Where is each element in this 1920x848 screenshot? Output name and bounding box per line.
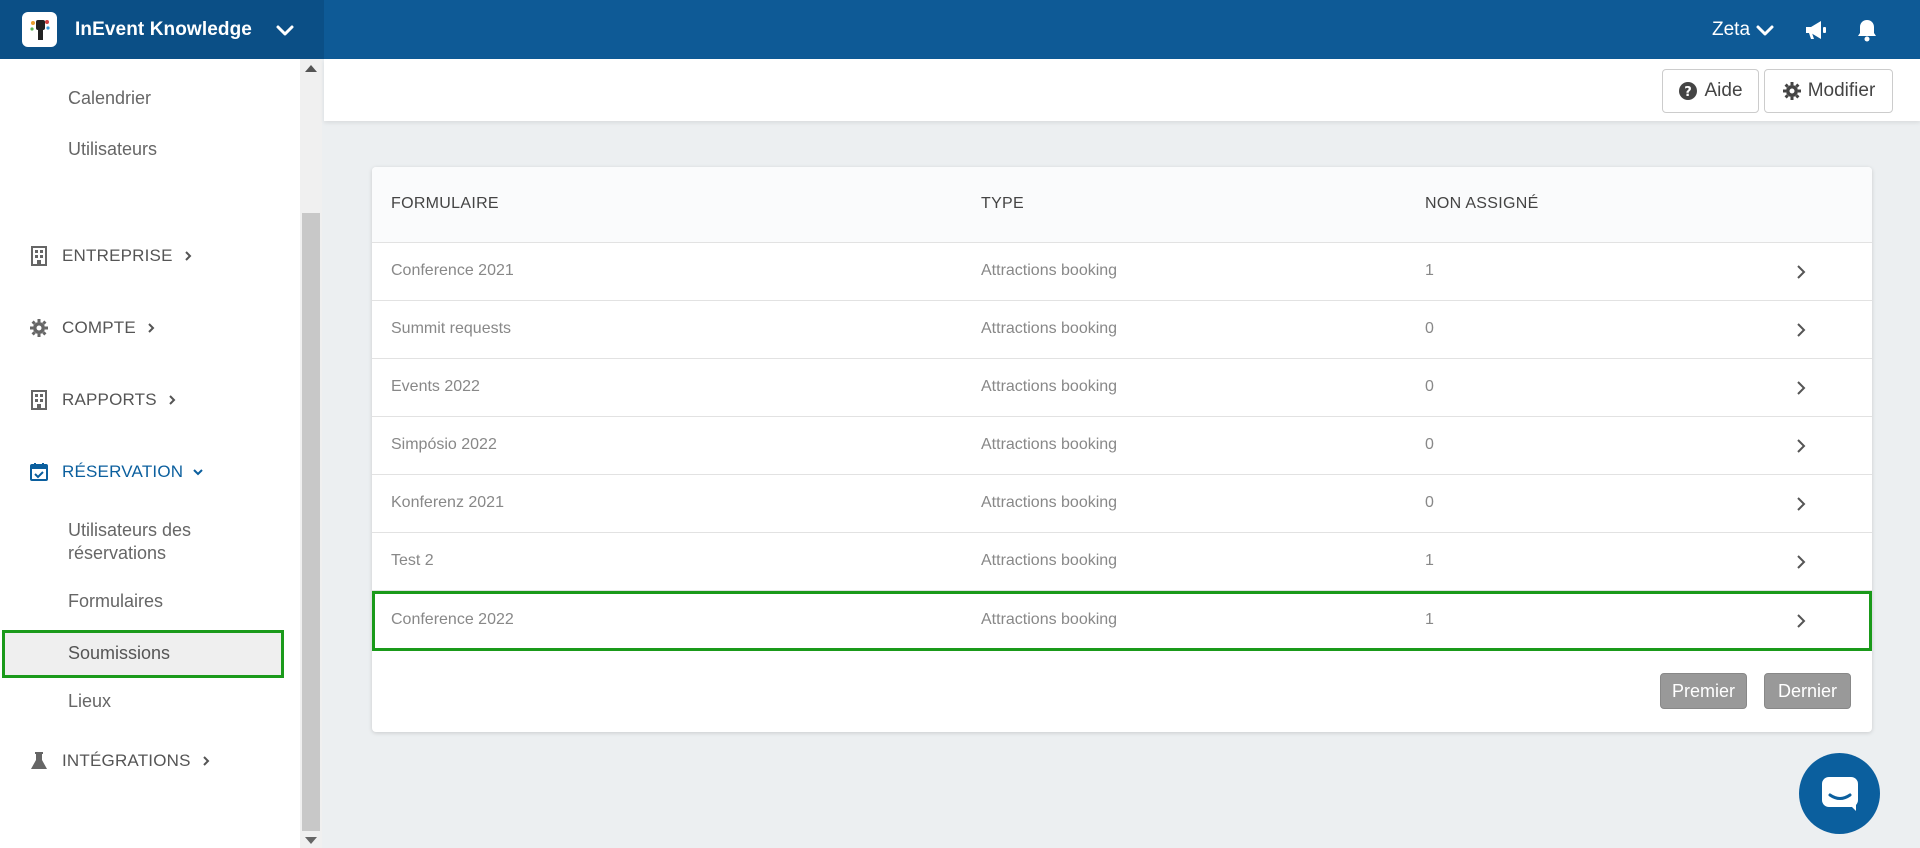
sidebar-section-label: COMPTE [62, 318, 136, 337]
cell-form: Summit requests [391, 320, 512, 337]
cell-unassigned: 0 [1425, 378, 1434, 395]
chevron-right-icon[interactable] [1792, 553, 1810, 571]
sidebar-item-soumissions[interactable]: Soumissions [2, 630, 284, 678]
table-row[interactable]: Test 2 Attractions booking 1 [372, 533, 1872, 591]
submissions-table-card: FORMULAIRE TYPE NON ASSIGNÉ Conference 2… [372, 167, 1872, 732]
cell-form: Events 2022 [391, 378, 480, 395]
chevron-right-icon [184, 251, 192, 261]
app-name: InEvent Knowledge [75, 18, 252, 40]
table-row[interactable]: Conference 2021 Attractions booking 1 [372, 243, 1872, 301]
sidebar-item-calendrier[interactable]: Calendrier [68, 88, 152, 108]
cell-unassigned: 1 [1425, 552, 1434, 569]
sidebar-section-reservation[interactable]: RÉSERVATION [28, 458, 204, 486]
sidebar-section-label: RAPPORTS [62, 390, 157, 409]
table-row[interactable]: Konferenz 2021 Attractions booking 0 [372, 475, 1872, 533]
bell-icon[interactable] [1854, 17, 1880, 43]
column-header-form[interactable]: FORMULAIRE [391, 195, 499, 212]
gear-icon [28, 317, 50, 339]
sidebar-item-utilisateurs[interactable]: Utilisateurs [68, 139, 158, 159]
table-row[interactable]: Events 2022 Attractions booking 0 [372, 359, 1872, 417]
building-icon [28, 389, 50, 411]
last-page-button[interactable]: Dernier [1764, 673, 1851, 709]
cell-type: Attractions booking [981, 378, 1118, 395]
sidebar: Calendrier Utilisateurs ENTREPRISE COMPT… [0, 59, 300, 848]
sidebar-section-label: ENTREPRISE [62, 246, 173, 265]
edit-button[interactable]: Modifier [1764, 69, 1893, 113]
cell-unassigned: 0 [1425, 494, 1434, 511]
table-header: FORMULAIRE TYPE NON ASSIGNÉ [372, 167, 1872, 243]
chevron-down-icon [193, 469, 203, 476]
first-page-button[interactable]: Premier [1660, 673, 1747, 709]
svg-text:?: ? [1685, 85, 1693, 100]
chevron-down-icon [1756, 25, 1774, 35]
cell-type: Attractions booking [981, 611, 1118, 628]
sidebar-section-integrations[interactable]: INTÉGRATIONS [28, 747, 212, 775]
cell-form: Simpósio 2022 [391, 436, 497, 453]
column-header-type[interactable]: TYPE [981, 195, 1024, 212]
cell-type: Attractions booking [981, 262, 1118, 279]
scrollbar-thumb[interactable] [302, 213, 320, 831]
gear-icon [1782, 82, 1801, 100]
sidebar-scrollbar[interactable] [300, 59, 322, 848]
sidebar-section-rapports[interactable]: RAPPORTS [28, 386, 178, 414]
question-circle-icon: ? [1679, 82, 1698, 100]
cell-form: Conference 2021 [391, 262, 514, 279]
cell-unassigned: 1 [1425, 611, 1434, 628]
column-header-unassigned[interactable]: NON ASSIGNÉ [1425, 195, 1539, 212]
sidebar-section-entreprise[interactable]: ENTREPRISE [28, 242, 194, 270]
user-menu[interactable]: Zeta [1712, 0, 1775, 59]
user-name: Zeta [1712, 18, 1751, 40]
cell-form: Conference 2022 [391, 611, 514, 628]
chevron-right-icon [202, 756, 210, 766]
megaphone-icon[interactable] [1803, 17, 1829, 43]
chevron-right-icon[interactable] [1792, 495, 1810, 513]
help-button[interactable]: ? Aide [1662, 69, 1759, 113]
chevron-right-icon[interactable] [1792, 612, 1810, 630]
cell-unassigned: 1 [1425, 262, 1434, 279]
table-row-selected[interactable]: Conference 2022 Attractions booking 1 [372, 591, 1872, 651]
sidebar-item-lieux[interactable]: Lieux [68, 691, 112, 711]
app-switcher[interactable]: InEvent Knowledge [0, 0, 324, 59]
sidebar-section-label: INTÉGRATIONS [62, 751, 191, 770]
app-switch-chevron-icon[interactable] [274, 19, 296, 41]
cell-type: Attractions booking [981, 552, 1118, 569]
sidebar-item-utilisateurs-reservations[interactable]: Utilisateurs des réservations [68, 520, 192, 563]
scroll-down-icon[interactable] [305, 837, 317, 844]
sidebar-item-formulaires[interactable]: Formulaires [68, 591, 164, 611]
chevron-right-icon[interactable] [1792, 437, 1810, 455]
calendar-check-icon [28, 461, 50, 483]
scroll-up-icon[interactable] [305, 65, 317, 72]
cell-unassigned: 0 [1425, 436, 1434, 453]
cell-type: Attractions booking [981, 320, 1118, 337]
chat-icon [1821, 776, 1858, 811]
sidebar-section-label: RÉSERVATION [62, 462, 184, 481]
chevron-right-icon[interactable] [1792, 263, 1810, 281]
top-bar: InEvent Knowledge Zeta [0, 0, 1920, 59]
cell-type: Attractions booking [981, 436, 1118, 453]
chevron-right-icon [148, 323, 155, 333]
chat-launcher-button[interactable] [1799, 753, 1880, 834]
table-row[interactable]: Summit requests Attractions booking 0 [372, 301, 1872, 359]
chevron-right-icon[interactable] [1792, 379, 1810, 397]
page-toolbar: ? Aide Modifier [324, 59, 1920, 121]
flask-icon [28, 750, 50, 772]
app-logo-icon [22, 12, 57, 47]
cell-type: Attractions booking [981, 494, 1118, 511]
building-icon [28, 245, 50, 267]
table-row[interactable]: Simpósio 2022 Attractions booking 0 [372, 417, 1872, 475]
cell-form: Konferenz 2021 [391, 494, 504, 511]
cell-unassigned: 0 [1425, 320, 1434, 337]
chevron-right-icon[interactable] [1792, 321, 1810, 339]
chevron-right-icon [169, 395, 176, 405]
sidebar-item-label: Soumissions [68, 643, 171, 663]
cell-form: Test 2 [391, 552, 434, 569]
sidebar-section-compte[interactable]: COMPTE [28, 314, 157, 342]
